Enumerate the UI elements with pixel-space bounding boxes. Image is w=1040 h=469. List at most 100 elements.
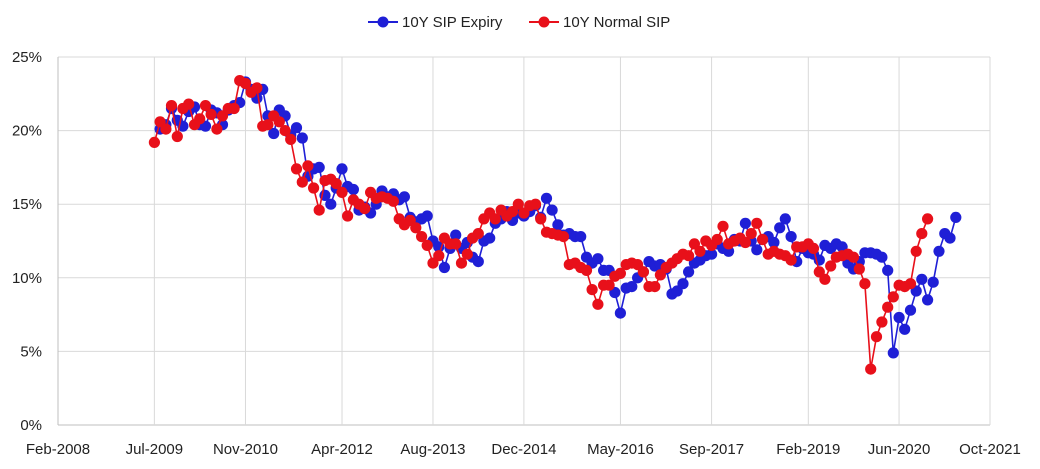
data-point	[694, 245, 706, 257]
data-point	[433, 241, 445, 253]
data-point	[183, 98, 195, 110]
data-point	[899, 323, 911, 335]
data-point	[472, 228, 484, 240]
data-point	[887, 347, 899, 359]
x-tick-label: Sep-2017	[679, 441, 744, 458]
data-point	[807, 242, 820, 254]
x-tick-label: Aug-2013	[400, 441, 465, 458]
data-point	[751, 244, 763, 256]
data-point	[251, 82, 263, 94]
data-point	[916, 228, 928, 240]
data-point	[853, 263, 865, 275]
data-point	[450, 229, 462, 241]
data-point	[285, 133, 297, 145]
y-axis-ticks: 0% 5% 10% 15% 20% 25%	[12, 49, 42, 434]
data-point	[876, 251, 888, 263]
data-point	[239, 77, 252, 90]
data-point	[711, 233, 723, 246]
data-point	[557, 231, 570, 243]
data-point	[819, 273, 831, 285]
data-point	[484, 232, 496, 244]
data-point	[779, 213, 791, 225]
data-point	[387, 195, 399, 207]
data-point	[228, 102, 240, 115]
legend-marker-expiry	[377, 16, 389, 28]
data-point	[416, 231, 428, 243]
data-point	[273, 116, 285, 128]
data-point	[876, 316, 888, 328]
y-tick-label: 0%	[20, 417, 42, 434]
data-point	[580, 264, 593, 276]
y-tick-label: 10%	[12, 270, 42, 287]
x-tick-label: Jul-2009	[126, 441, 184, 458]
y-tick-label: 15%	[12, 196, 42, 213]
data-point	[410, 222, 422, 234]
data-point	[882, 264, 894, 276]
data-point	[785, 254, 797, 266]
data-point	[199, 100, 212, 112]
data-point	[302, 160, 314, 172]
data-point	[279, 125, 291, 137]
data-point	[290, 122, 303, 134]
data-point	[774, 222, 786, 234]
data-point	[512, 198, 524, 210]
data-point	[882, 301, 894, 313]
data-point	[757, 233, 769, 246]
data-point	[910, 245, 922, 257]
data-point	[677, 278, 689, 290]
x-axis-ticks: Feb-2008 Jul-2009 Nov-2010 Apr-2012 Aug-2013…	[26, 441, 1021, 458]
data-point	[592, 298, 604, 310]
legend: 10Y SIP Expiry 10Y Normal SIP	[368, 14, 670, 31]
data-point	[893, 311, 905, 324]
data-point	[313, 161, 325, 173]
data-point	[586, 284, 598, 296]
data-point	[455, 257, 468, 269]
data-point	[359, 203, 371, 215]
x-tick-label: Apr-2012	[311, 441, 373, 458]
data-point	[649, 281, 661, 293]
data-point	[194, 113, 206, 125]
data-point	[847, 251, 860, 263]
data-point	[296, 132, 308, 144]
data-point	[489, 213, 501, 225]
y-tick-label: 20%	[12, 123, 42, 140]
data-point	[739, 236, 752, 249]
data-point	[745, 228, 757, 240]
x-tick-label: Nov-2010	[213, 441, 278, 458]
data-point	[904, 304, 917, 316]
data-point	[751, 217, 763, 229]
data-point	[552, 219, 564, 231]
data-point	[950, 211, 962, 223]
data-point	[575, 231, 587, 243]
data-point	[268, 127, 280, 140]
data-point	[535, 213, 547, 225]
data-point	[262, 119, 274, 131]
legend-label-normal: 10Y Normal SIP	[563, 14, 670, 31]
data-point	[927, 276, 939, 288]
legend-label-expiry: 10Y SIP Expiry	[402, 14, 503, 31]
data-point	[859, 278, 871, 290]
data-point	[171, 130, 183, 143]
data-point	[540, 192, 553, 204]
data-point	[296, 176, 308, 188]
data-point	[922, 213, 934, 225]
data-point	[336, 163, 348, 175]
legend-marker-normal	[538, 16, 550, 28]
data-point	[546, 204, 558, 216]
data-point	[603, 279, 615, 291]
data-point	[290, 163, 303, 175]
data-point	[683, 250, 695, 262]
data-point	[433, 250, 445, 262]
data-point	[421, 210, 433, 222]
data-point	[421, 239, 433, 251]
data-point	[944, 232, 956, 244]
data-point	[904, 278, 917, 290]
data-point	[887, 291, 899, 303]
data-point	[768, 236, 780, 249]
data-point	[148, 136, 160, 148]
data-point	[825, 260, 837, 272]
x-tick-label: Dec-2014	[491, 441, 556, 458]
data-point	[933, 245, 945, 257]
